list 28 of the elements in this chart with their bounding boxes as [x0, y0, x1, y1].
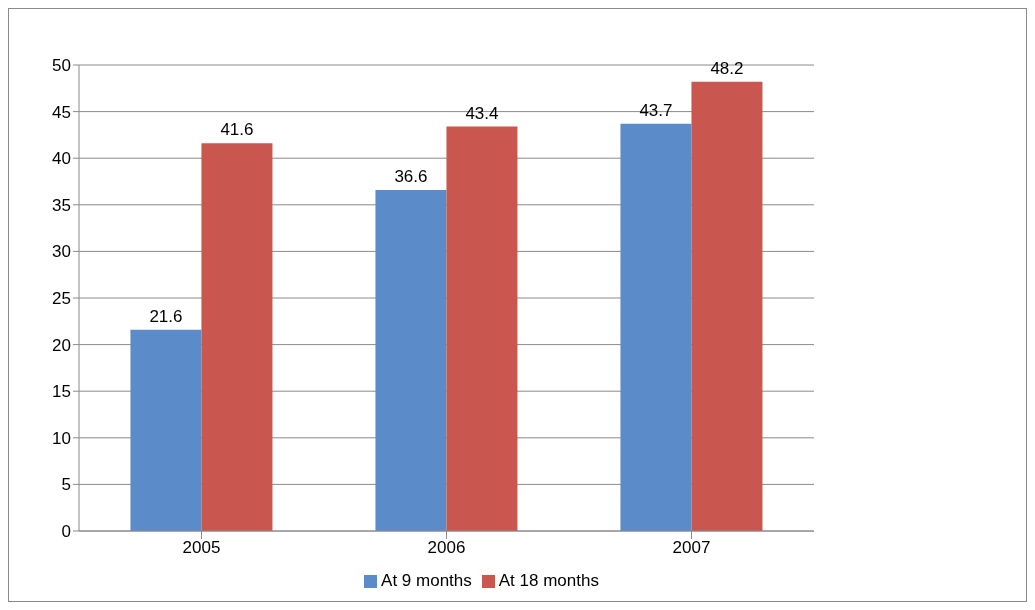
data-label: 36.6 — [394, 166, 428, 186]
y-tick-label: 30 — [52, 242, 71, 262]
y-tick-label: 35 — [52, 195, 71, 215]
data-label: 21.6 — [149, 306, 183, 326]
legend-label: At 18 months — [498, 571, 599, 590]
bar — [620, 123, 692, 531]
y-tick-label: 40 — [52, 149, 71, 169]
y-tick-label: 15 — [52, 382, 71, 402]
data-label: 43.7 — [639, 100, 673, 120]
legend-label: At 9 months — [381, 571, 472, 590]
data-label: 48.2 — [710, 58, 744, 78]
y-tick-label: 50 — [52, 56, 71, 76]
bar — [446, 126, 518, 531]
y-tick-label: 45 — [52, 102, 71, 122]
y-tick-label: 0 — [61, 522, 71, 542]
bar — [130, 329, 202, 531]
bar — [201, 143, 273, 531]
y-tick-label: 5 — [61, 475, 71, 495]
y-tick-label: 20 — [52, 335, 71, 355]
bar — [375, 189, 447, 531]
data-label: 41.6 — [220, 120, 254, 140]
data-label: 43.4 — [465, 103, 499, 123]
x-tick-label: 2007 — [672, 538, 711, 558]
bar — [691, 81, 763, 531]
x-tick-label: 2005 — [182, 538, 221, 558]
y-tick-label: 10 — [52, 428, 71, 448]
x-tick-label: 2006 — [427, 538, 466, 558]
y-tick-label: 25 — [52, 289, 71, 309]
